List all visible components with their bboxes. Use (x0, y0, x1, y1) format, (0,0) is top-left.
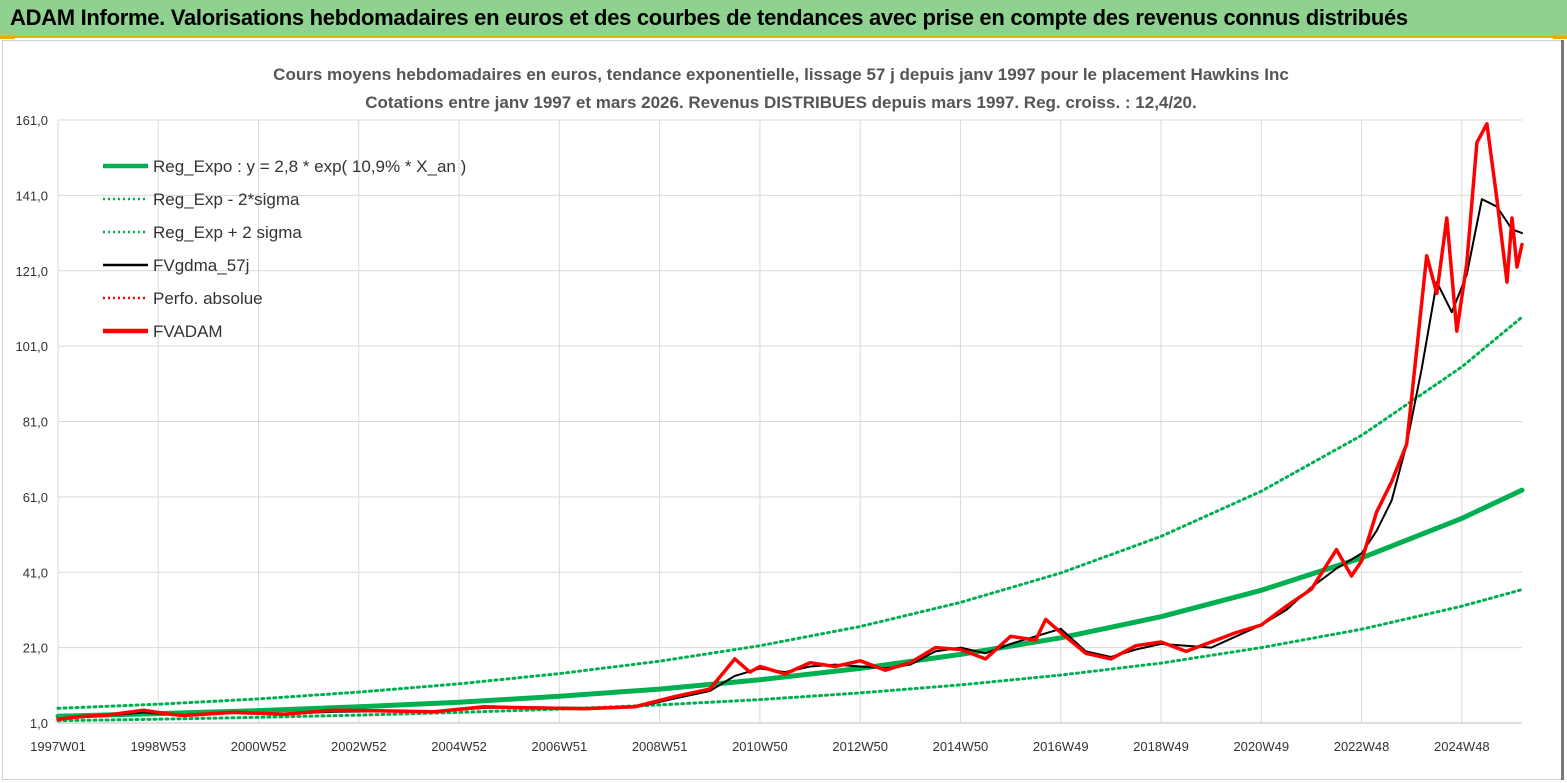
x-tick-label: 2002W52 (331, 739, 387, 754)
x-tick-label: 2010W50 (732, 739, 788, 754)
x-tick-label: 2012W50 (832, 739, 888, 754)
y-tick-label: 41,0 (23, 565, 48, 580)
x-tick-label: 2022W48 (1334, 739, 1390, 754)
report-banner: ADAM Informe. Valorisations hebdomadaire… (0, 0, 1567, 38)
x-tick-label: 2016W49 (1033, 739, 1089, 754)
y-tick-label: 121,0 (15, 264, 48, 279)
y-tick-label: 21,0 (23, 641, 48, 656)
series-line-reg-exp-2-sigma (56, 315, 1524, 710)
x-tick-label: 1997W01 (30, 739, 86, 754)
x-tick-label: 2000W52 (231, 739, 287, 754)
legend-label-reg-exp-2-sigma: Reg_Exp + 2 sigma (153, 223, 302, 242)
chart-title-line-2: Cotations entre janv 1997 et mars 2026. … (365, 93, 1196, 112)
legend-label-perfo-absolue: Perfo. absolue (153, 289, 263, 308)
report-banner-title: ADAM Informe. Valorisations hebdomadaire… (10, 5, 1408, 30)
y-tick-label: 141,0 (15, 188, 48, 203)
legend-label-reg-expo-y-2-8-exp-10-9-x-an: Reg_Expo : y = 2,8 * exp( 10,9% * X_an ) (153, 157, 466, 176)
grid-lines (57, 119, 1522, 724)
y-tick-label: 61,0 (23, 490, 48, 505)
x-tick-label: 1998W53 (130, 739, 186, 754)
x-tick-label: 2024W48 (1434, 739, 1490, 754)
x-tick-label: 2008W51 (632, 739, 688, 754)
legend-label-reg-exp-2-sigma: Reg_Exp - 2*sigma (153, 190, 300, 209)
x-tick-label: 2006W51 (532, 739, 588, 754)
legend-label-fvadam: FVADAM (153, 322, 223, 341)
x-tick-label: 2014W50 (933, 739, 989, 754)
x-tick-label: 2004W52 (431, 739, 487, 754)
series-line-reg-exp-2-sigma (56, 588, 1524, 723)
y-tick-label: 161,0 (15, 113, 48, 128)
y-axis-tick-labels: 1,0 21,0 41,0 61,0 81,0 101,0 121,0 141,0 161,0 (15, 113, 48, 731)
y-tick-label: 81,0 (23, 415, 48, 430)
chart-title-line-1: Cours moyens hebdomadaires en euros, ten… (273, 65, 1289, 84)
legend-label-fvgdma-57j: FVgdma_57j (153, 256, 249, 275)
series-lines (55, 122, 1525, 723)
legend: Reg_Expo : y = 2,8 * exp( 10,9% * X_an )… (103, 157, 466, 341)
series-line-fvadam (56, 122, 1524, 721)
y-tick-label: 1,0 (30, 716, 48, 731)
x-axis-tick-labels: 1997W01 1998W53 2000W52 2002W52 2004W52 2006W… (30, 739, 1489, 754)
corner-accent-right (1553, 36, 1567, 39)
series-line-reg-expo-y-2-8-exp-10-9-x-an (55, 487, 1525, 719)
x-tick-label: 2018W49 (1133, 739, 1189, 754)
y-tick-label: 101,0 (15, 339, 48, 354)
corner-accent-left (0, 36, 14, 39)
right-edge-bar (1561, 40, 1564, 780)
x-tick-label: 2020W49 (1233, 739, 1289, 754)
